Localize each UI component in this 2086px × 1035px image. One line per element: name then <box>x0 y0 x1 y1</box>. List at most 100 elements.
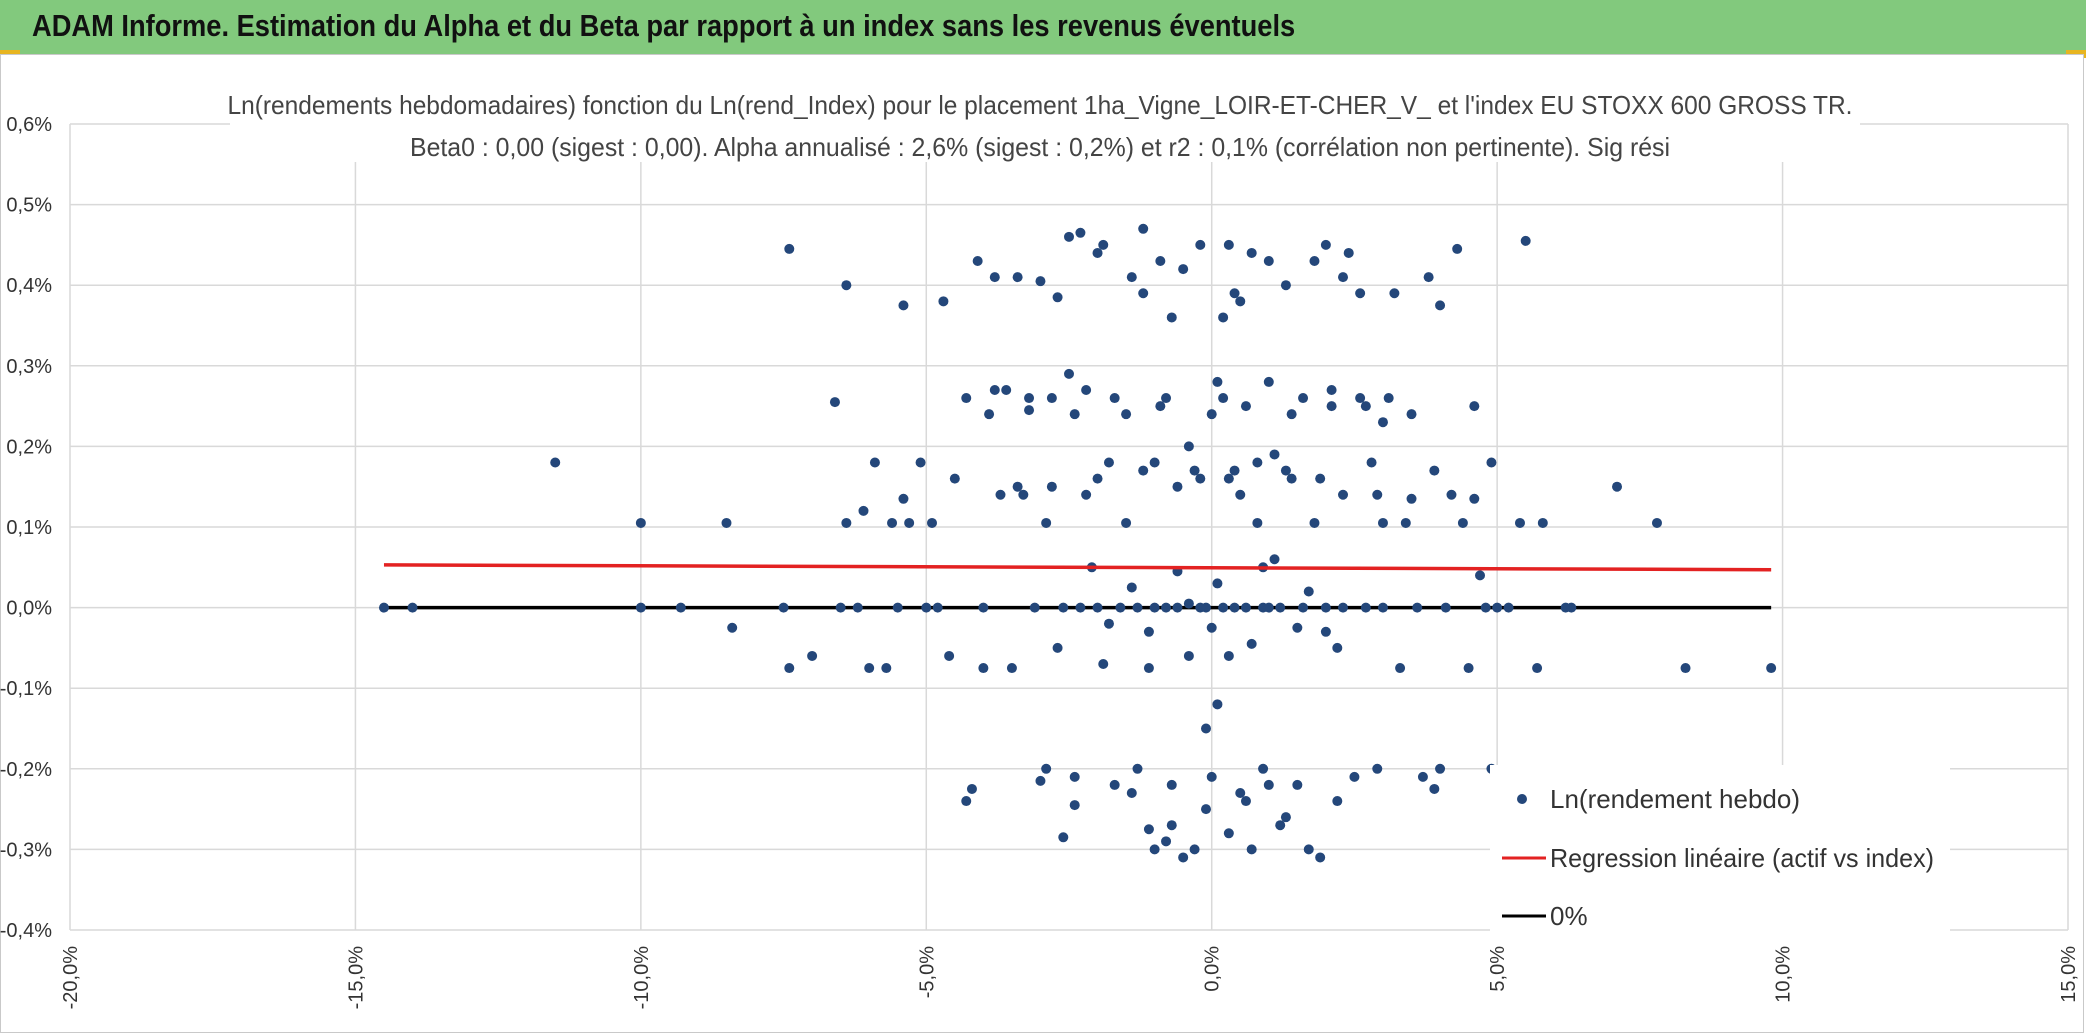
data-point <box>1046 481 1057 492</box>
legend-label-regression: Regression linéaire (actif vs index) <box>1550 843 1934 873</box>
data-point <box>1218 312 1229 323</box>
data-point <box>1149 844 1160 855</box>
data-point <box>841 517 852 528</box>
chart-title-background <box>230 86 1860 162</box>
data-point <box>887 517 898 528</box>
data-point <box>1332 642 1343 653</box>
data-point <box>1201 723 1212 734</box>
data-point <box>1435 300 1446 311</box>
data-point <box>1377 602 1388 613</box>
data-point <box>727 622 738 633</box>
data-point <box>1263 779 1274 790</box>
data-point <box>1377 517 1388 528</box>
legend-marker-dot <box>1517 794 1527 804</box>
data-point <box>1001 384 1012 395</box>
data-point <box>1103 457 1114 468</box>
y-tick-label: 0,0% <box>6 598 52 620</box>
data-point <box>829 397 840 408</box>
data-point <box>1612 481 1623 492</box>
data-point <box>784 663 795 674</box>
data-point <box>407 602 418 613</box>
data-point <box>1315 852 1326 863</box>
data-point <box>1263 256 1274 267</box>
y-tick-label: 0,4% <box>6 275 52 297</box>
legend-label-zero: 0% <box>1550 901 1588 931</box>
data-point <box>898 493 909 504</box>
data-point <box>1212 699 1223 710</box>
data-point <box>1189 465 1200 476</box>
data-point <box>1092 473 1103 484</box>
x-tick-label: -20,0% <box>60 946 82 1010</box>
data-point <box>1240 401 1251 412</box>
data-point <box>1035 276 1046 287</box>
data-point <box>1275 820 1286 831</box>
data-point <box>1012 481 1023 492</box>
data-point <box>1046 393 1057 404</box>
data-point <box>904 517 915 528</box>
data-point <box>778 602 789 613</box>
data-point <box>1206 771 1217 782</box>
data-point <box>984 409 995 420</box>
data-point <box>1252 517 1263 528</box>
data-point <box>1126 582 1137 593</box>
data-point <box>1229 288 1240 299</box>
data-point <box>1258 763 1269 774</box>
y-tick-label: 0,6% <box>6 114 52 136</box>
data-point <box>1069 800 1080 811</box>
data-point <box>1149 457 1160 468</box>
data-point <box>1075 602 1086 613</box>
data-point <box>869 457 880 468</box>
data-point <box>1315 473 1326 484</box>
data-point <box>1195 239 1206 250</box>
data-point <box>938 296 949 307</box>
data-point <box>1161 836 1172 847</box>
data-point <box>1280 812 1291 823</box>
data-point <box>1292 622 1303 633</box>
data-point <box>1195 473 1206 484</box>
legend-background <box>1490 765 1950 940</box>
data-point <box>1126 272 1137 283</box>
data-point <box>1126 787 1137 798</box>
data-point <box>1355 288 1366 299</box>
data-point <box>1218 602 1229 613</box>
data-point <box>635 602 646 613</box>
data-point <box>1651 517 1662 528</box>
data-point <box>1320 239 1331 250</box>
data-point <box>961 393 972 404</box>
data-point <box>989 384 1000 395</box>
data-point <box>1263 602 1274 613</box>
data-point <box>1172 481 1183 492</box>
data-point <box>1235 787 1246 798</box>
data-point <box>1463 663 1474 674</box>
regression-line-series <box>383 563 1772 572</box>
data-point <box>1435 763 1446 774</box>
data-point <box>807 650 818 661</box>
data-point <box>1212 578 1223 589</box>
data-point <box>961 796 972 807</box>
data-point <box>1166 779 1177 790</box>
y-axis-tick-labels: -0,4% -0,3% -0,2% -0,1% 0,0% 0,1% 0,2% 0,3% 0,4%… <box>0 114 52 942</box>
data-point <box>966 783 977 794</box>
data-point <box>1475 570 1486 581</box>
data-point <box>1280 280 1291 291</box>
data-point <box>1298 602 1309 613</box>
data-point <box>1360 401 1371 412</box>
data-point <box>1138 223 1149 234</box>
data-point <box>1235 489 1246 500</box>
data-point <box>1446 489 1457 500</box>
y-tick-label: 0,1% <box>6 517 52 539</box>
data-point <box>1143 663 1154 674</box>
data-point <box>1109 393 1120 404</box>
data-point <box>1269 449 1280 460</box>
data-point <box>1161 602 1172 613</box>
data-point <box>1183 441 1194 452</box>
data-point <box>995 489 1006 500</box>
chart-title-line2: Beta0 : 0,00 (sigest : 0,00). Alpha annu… <box>410 132 1670 162</box>
data-point <box>550 457 561 468</box>
data-point <box>1161 393 1172 404</box>
data-point <box>1395 663 1406 674</box>
data-point <box>1309 256 1320 267</box>
data-point <box>1115 602 1126 613</box>
data-point <box>881 663 892 674</box>
